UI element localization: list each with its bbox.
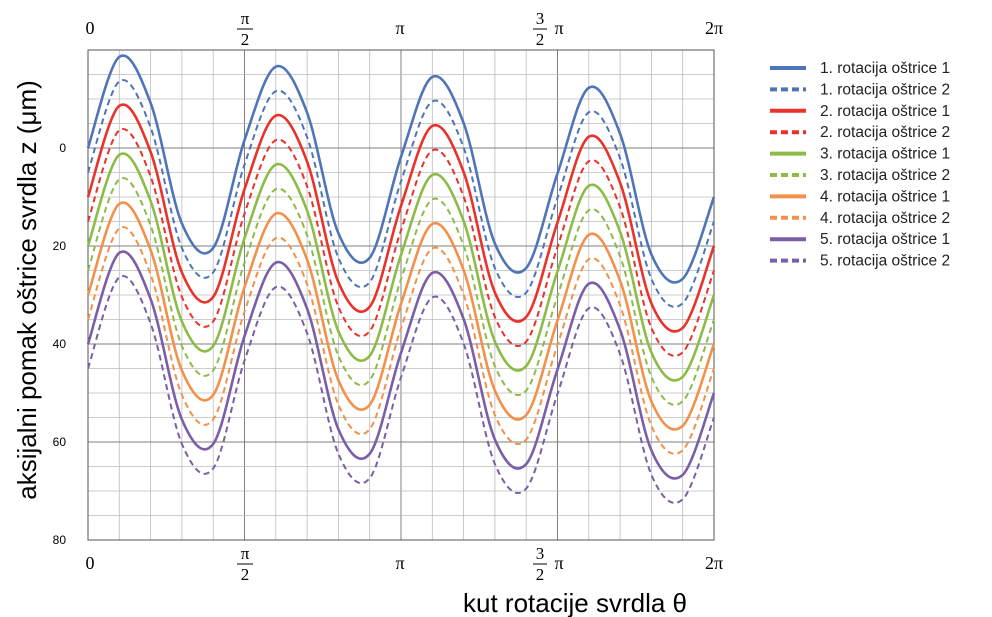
svg-text:2: 2: [536, 565, 545, 584]
series-line-1: [86, 54, 716, 284]
legend-label: 4. rotacija oštrice 1: [820, 188, 950, 205]
legend-label: 2. rotacija oštrice 1: [820, 103, 950, 120]
x-tick-bottom-pi: π: [395, 553, 404, 573]
y-axis-label: aksijalni pomak oštrice svrdla z (μm): [12, 80, 42, 500]
x-ticks-bottom: 0 π 2 π 3 2 π 2π: [86, 544, 724, 584]
y-tick-label: 80: [53, 533, 67, 547]
svg-text:3: 3: [536, 544, 545, 563]
series-line-2: [87, 79, 715, 308]
legend-label: 5. rotacija oštrice 2: [820, 253, 950, 270]
x-tick-bottom-pi-half: π 2: [237, 544, 253, 584]
legend-label: 1. rotacija oštrice 1: [820, 60, 950, 77]
svg-text:π: π: [241, 9, 250, 28]
y-tick-label: 0: [59, 141, 66, 155]
x-tick-top-3-2-pi: 3 2 π: [533, 9, 564, 49]
svg-text:π: π: [554, 553, 563, 573]
svg-text:2: 2: [536, 30, 545, 49]
legend-label: 1. rotacija oštrice 2: [820, 81, 950, 98]
series-line-8: [87, 226, 715, 455]
y-tick-label: 40: [53, 337, 67, 351]
series-line-5: [86, 152, 716, 382]
series-line-6: [87, 177, 715, 406]
y-tick-labels: 0 20 40 60 80: [53, 141, 67, 547]
svg-text:2: 2: [241, 30, 250, 49]
grid: [87, 49, 715, 541]
legend: 1. rotacija oštrice 1 1. rotacija oštrice…: [770, 60, 950, 270]
series-lines: [86, 54, 716, 504]
series-line-3: [86, 103, 716, 333]
x-ticks-top: 0 π 2 π 3 2 π 2π: [86, 9, 724, 49]
legend-label: 3. rotacija oštrice 2: [820, 167, 950, 184]
x-tick-top-pi: π: [395, 18, 404, 38]
x-tick-top-0: 0: [86, 18, 95, 38]
svg-text:3: 3: [536, 9, 545, 28]
legend-label: 2. rotacija oštrice 2: [820, 124, 950, 141]
legend-label: 4. rotacija oštrice 2: [820, 210, 950, 227]
y-tick-label: 60: [53, 435, 67, 449]
series-line-7: [86, 201, 716, 431]
svg-text:π: π: [241, 544, 250, 563]
series-line-4: [87, 128, 715, 357]
legend-label: 5. rotacija oštrice 1: [820, 231, 950, 248]
x-tick-bottom-0: 0: [86, 553, 95, 573]
x-tick-top-pi-half: π 2: [237, 9, 253, 49]
x-axis-label: kut rotacije svrdla θ: [463, 588, 687, 617]
x-tick-bottom-3-2-pi: 3 2 π: [533, 544, 564, 584]
x-tick-top-2pi: 2π: [705, 18, 723, 38]
svg-text:π: π: [554, 18, 563, 38]
x-tick-bottom-2pi: 2π: [705, 553, 723, 573]
legend-label: 3. rotacija oštrice 1: [820, 146, 950, 163]
series-line-10: [87, 275, 715, 504]
y-tick-label: 20: [53, 239, 67, 253]
series-line-9: [86, 250, 716, 480]
svg-text:2: 2: [241, 565, 250, 584]
